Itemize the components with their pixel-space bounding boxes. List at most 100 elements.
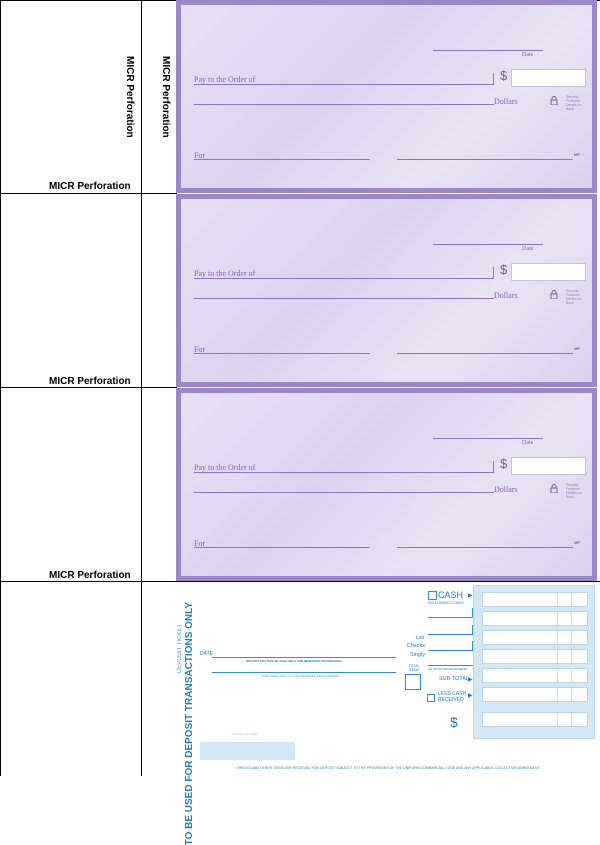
less-cash-checkbox[interactable] [427,694,435,702]
cents-divider-2 [571,688,572,701]
security-features-text: Security Features Details on Back [566,289,582,305]
mp-mark: MP [574,346,580,351]
grid-row-check-3[interactable] [482,649,588,664]
list-checks-singly: List [410,634,424,643]
mp-mark: MP [574,152,580,157]
payee-line[interactable] [194,278,494,279]
row-divider-3 [0,581,600,582]
total-items-label: TOTAL ITEMS [408,664,420,672]
row-divider-1 [0,193,176,194]
deposit-ticket: TO BE USED FOR DEPOSIT TRANSACTIONS ONLY… [174,582,597,845]
date-label: DATE [200,651,213,657]
check-line-2[interactable] [428,634,473,635]
row-divider-2 [0,387,176,388]
sub-total-label: SUB TOTAL [439,676,469,682]
check-1: Date Pay to the Order of $ Dollars Secur… [176,0,597,193]
pay-to-label: Pay to the Order of [194,463,256,472]
cents-divider [557,650,558,663]
account-number-box [200,742,295,760]
check-1-face [181,5,592,188]
payee-line[interactable] [194,472,494,473]
checks-text: Checks [406,643,425,649]
micr-label-row-1: MICR Perforation [49,181,131,192]
grid-row-less-cash[interactable] [482,687,588,702]
lock-icon [550,484,558,493]
pay-to-label: Pay to the Order of [194,269,256,278]
less-cash-label: LESS CASH RECEIVED [438,691,466,703]
check-2-face [181,199,592,382]
date-line [433,50,543,51]
dollar-sign: $ [500,262,508,277]
less-cash-line-1: LESS CASH [438,691,467,697]
cents-divider [557,593,558,606]
check-line-1[interactable] [428,617,473,618]
mp-mark: MP [574,540,580,545]
check-line-3-tick [472,641,473,651]
signature-line[interactable] [397,547,573,548]
date-label: Date [522,440,534,446]
dollar-sign: $ [500,456,508,471]
micr-label-row-2: MICR Perforation [49,376,131,387]
grid-row-total[interactable] [482,712,588,727]
memo-line[interactable] [194,159,370,160]
dollars-label: Dollars [494,291,518,300]
check-line-3[interactable] [428,650,473,651]
dollars-label: Dollars [494,485,518,494]
amount-box[interactable] [511,457,586,475]
cents-divider-2 [571,650,572,663]
lock-icon [550,290,558,299]
deposit-vertical-text-block: TO BE USED FOR DEPOSIT TRANSACTIONS ONLY… [174,594,210,845]
total-dollar-sign: $ [450,714,458,730]
cents-divider-2 [571,713,572,726]
signature-line[interactable] [397,353,573,354]
for-label: For [194,345,206,354]
amount-box[interactable] [511,69,586,87]
check-3-face [181,393,592,576]
less-cash-line-2: RECEIVED [438,697,464,703]
cents-divider [557,713,558,726]
payee-line[interactable] [194,84,494,85]
cents-divider [557,631,558,644]
memo-line[interactable] [194,547,370,548]
account-placeholder-text: PLEASE BE SURE [232,732,258,736]
amount-box[interactable] [511,263,586,281]
cash-checkbox[interactable] [428,591,437,600]
check-3: Date Pay to the Order of $ Dollars Secur… [176,388,597,581]
deposit-footer: CHECKS AND OTHER ITEMS ARE RECEIVED FOR … [236,766,540,770]
cash-label: CASH [438,590,464,600]
total-items-box[interactable] [405,674,421,690]
payee-end-tick [493,267,494,278]
or-total-label: OR TOTAL FROM REVERSE [428,667,468,671]
dollar-sign: $ [500,68,508,83]
cents-divider-2 [571,593,572,606]
amount-words-line[interactable] [194,104,494,105]
stub-divider-left [0,0,1,776]
singly-text: Singly [410,652,425,658]
memo-line[interactable] [194,353,370,354]
amount-words-line[interactable] [194,492,494,493]
cents-divider-2 [571,669,572,682]
deposit-date-line[interactable] [212,657,396,658]
cents-divider-2 [571,631,572,644]
stub-divider-mid [141,0,142,776]
micr-label-row-3: MICR Perforation [49,570,131,581]
signature-line[interactable] [212,672,396,673]
grid-row-check-1[interactable] [482,611,588,626]
amount-words-line[interactable] [194,298,494,299]
micr-vertical-label-2: MICR Perforation [160,56,171,138]
grid-row-check-2[interactable] [482,630,588,645]
for-label: For [194,151,206,160]
deposit-availability-note: DEPOSIT MAY NOT BE AVAILABLE FOR IMMEDIA… [246,659,343,663]
check-2: Date Pay to the Order of $ Dollars Secur… [176,194,597,387]
date-label: Date [522,246,534,252]
including-coins-label: INCLUDING COINS [428,600,464,605]
grid-row-subtotal[interactable] [482,668,588,683]
deposit-ticket-title: DEPOSIT TICKET [177,624,183,674]
pay-to-label: Pay to the Order of [194,75,256,84]
grid-row-cash[interactable] [482,592,588,607]
for-label: For [194,539,206,548]
sign-note: SIGN HERE ONLY IF CASH RECEIVED FROM DEP… [262,674,340,678]
signature-line[interactable] [397,159,573,160]
check-line-4[interactable] [428,665,473,666]
amount-grid [473,585,595,739]
